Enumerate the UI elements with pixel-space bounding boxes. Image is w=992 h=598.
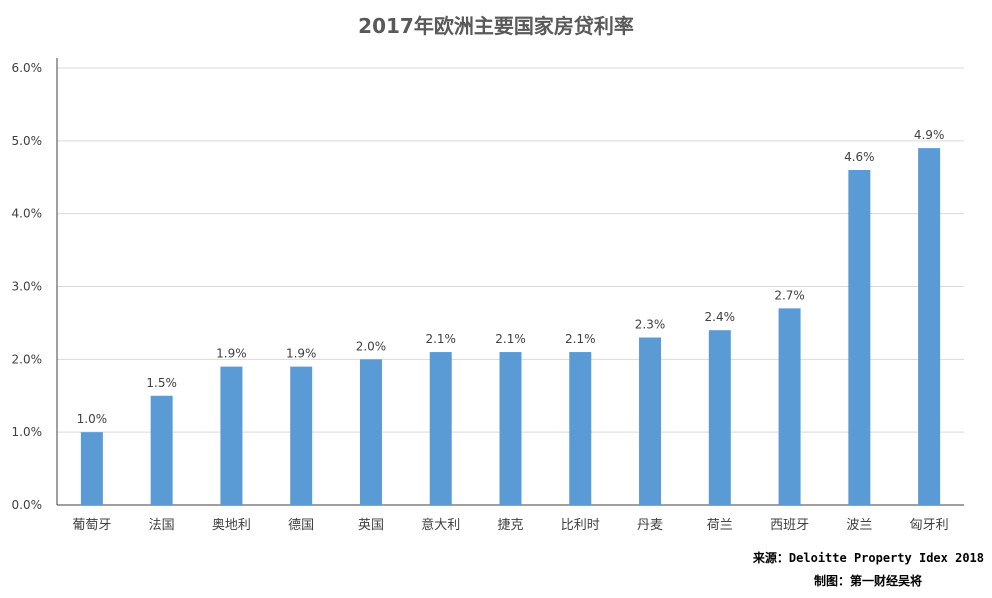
x-tick-label: 捷克 (497, 518, 523, 533)
bar (429, 352, 452, 505)
bar (778, 308, 801, 505)
bar (918, 148, 941, 505)
x-tick-label: 荷兰 (707, 518, 733, 533)
x-tick-label: 西班牙 (770, 518, 809, 533)
bar (80, 432, 103, 505)
x-tick-label: 英国 (358, 518, 384, 533)
value-label: 4.6% (844, 150, 875, 164)
x-tick-label: 法国 (149, 518, 175, 533)
value-label: 1.9% (216, 347, 247, 361)
y-tick-label: 2.0% (12, 352, 43, 366)
value-labels: 1.0% 1.5% 1.9% 1.9% 2.0% 2.1% 2.1% 2.1% 2.3% 2.4%… (77, 128, 945, 426)
bar (848, 169, 871, 505)
y-tick-label: 0.0% (12, 498, 43, 512)
bar (359, 359, 382, 505)
chart-title: 2017年欧洲主要国家房贷利率 (358, 14, 634, 38)
value-label: 2.0% (356, 339, 387, 353)
value-label: 2.1% (425, 332, 456, 346)
value-label: 1.5% (146, 376, 177, 390)
x-tick-label: 葡萄牙 (72, 518, 111, 533)
value-label: 2.1% (495, 332, 526, 346)
y-tick-label: 6.0% (12, 61, 43, 75)
y-tick-label: 3.0% (12, 280, 43, 294)
value-label: 2.7% (774, 288, 805, 302)
x-tick-label: 奥地利 (212, 518, 251, 533)
bar (150, 395, 173, 505)
bar (569, 352, 592, 505)
value-label: 2.3% (635, 317, 666, 331)
y-tick-label: 5.0% (12, 134, 43, 148)
bars (80, 148, 941, 505)
bar (220, 366, 243, 505)
y-tick-label: 4.0% (12, 207, 43, 221)
x-tick-labels: 葡萄牙 法国 奥地利 德国 英国 意大利 捷克 比利时 丹麦 荷兰 西班牙 波兰 匈牙利 (72, 517, 948, 533)
x-tick-label: 丹麦 (637, 518, 663, 533)
x-tick-label: 波兰 (846, 518, 872, 533)
bar (290, 366, 313, 505)
y-tick-labels: 0.0% 1.0% 2.0% 3.0% 4.0% 5.0% 6.0% (12, 61, 43, 512)
x-tick-label: 意大利 (421, 517, 460, 533)
x-tick-label: 德国 (288, 518, 314, 533)
y-tick-label: 1.0% (12, 425, 43, 439)
source-note: 来源：Deloitte Property Idex 2018 (752, 551, 984, 565)
value-label: 1.9% (286, 347, 317, 361)
bar (639, 337, 662, 505)
bar (499, 352, 522, 505)
x-tick-label: 比利时 (561, 518, 600, 533)
value-label: 1.0% (77, 412, 108, 426)
x-tick-label: 匈牙利 (910, 518, 949, 533)
value-label: 2.1% (565, 332, 596, 346)
value-label: 2.4% (705, 310, 736, 324)
value-label: 4.9% (914, 128, 945, 142)
credit-note: 制图：第一财经吴将 (813, 574, 922, 588)
bar (708, 330, 731, 505)
